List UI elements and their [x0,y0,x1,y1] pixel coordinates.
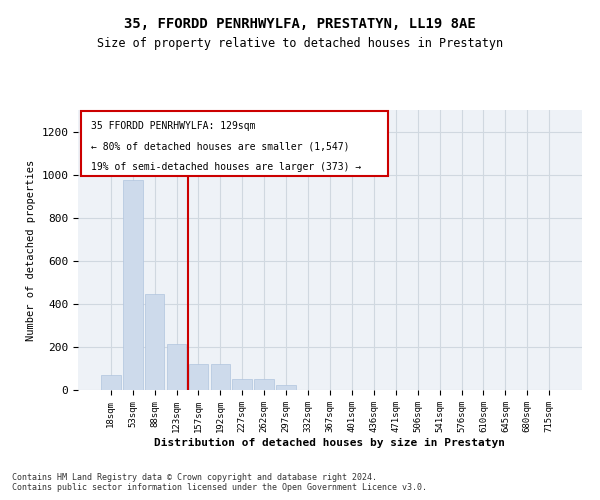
Bar [211,364,230,390]
Text: 19% of semi-detached houses are larger (373) →: 19% of semi-detached houses are larger (… [91,162,361,172]
Bar [254,379,274,390]
Text: 35, FFORDD PENRHWYLFA, PRESTATYN, LL19 8AE: 35, FFORDD PENRHWYLFA, PRESTATYN, LL19 8… [124,18,476,32]
X-axis label: Distribution of detached houses by size in Prestatyn: Distribution of detached houses by size … [155,438,505,448]
Bar [276,384,296,390]
Bar [167,344,187,390]
Text: Size of property relative to detached houses in Prestatyn: Size of property relative to detached ho… [97,38,503,51]
Bar [101,375,121,390]
Bar [232,379,252,390]
Text: 35 FFORDD PENRHWYLFA: 129sqm: 35 FFORDD PENRHWYLFA: 129sqm [91,121,255,131]
Bar [188,364,208,390]
Bar [145,294,164,390]
Text: Contains HM Land Registry data © Crown copyright and database right 2024.
Contai: Contains HM Land Registry data © Crown c… [12,473,427,492]
Y-axis label: Number of detached properties: Number of detached properties [26,160,36,340]
FancyBboxPatch shape [80,112,388,176]
Text: ← 80% of detached houses are smaller (1,547): ← 80% of detached houses are smaller (1,… [91,142,349,152]
Bar [123,180,143,390]
